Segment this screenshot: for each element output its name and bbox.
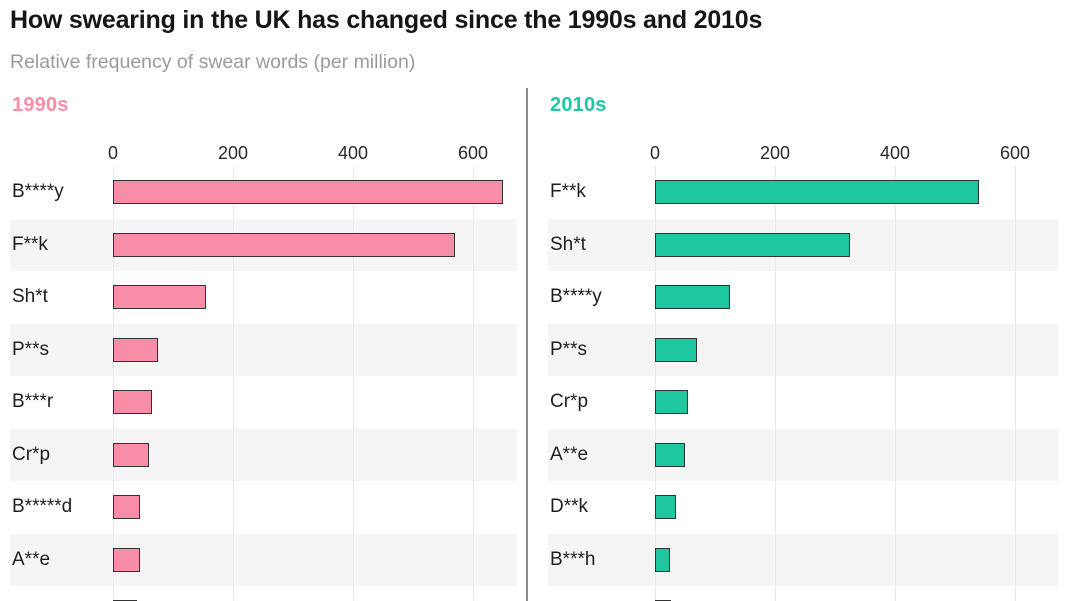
bar-D**k — [655, 495, 676, 520]
category-label: Cr*p — [12, 443, 51, 465]
gridline — [473, 166, 474, 601]
gridline — [1015, 166, 1016, 601]
bar-B****y — [113, 180, 503, 205]
panel-1990s: 1990s 0 200 400 600 B****y F**k Sh*t P**s B***r… — [10, 88, 517, 601]
bar-Sh*t — [113, 285, 206, 310]
x-axis-tick-label-1990s: 600 — [457, 143, 489, 163]
gridline — [775, 166, 776, 601]
bar-A**e — [113, 547, 140, 572]
bar-row: Sh*t — [10, 271, 517, 324]
panel-divider — [526, 88, 528, 601]
gridline — [233, 166, 234, 601]
bar-B***h — [655, 547, 670, 572]
category-label: A**e — [550, 443, 589, 465]
bar-row: P**s — [10, 323, 517, 376]
category-label: B***h — [550, 548, 596, 570]
bar-row: D**k — [548, 481, 1058, 534]
category-label: Cr*p — [550, 391, 589, 413]
category-label: Sh*t — [550, 233, 586, 255]
category-label: F**k — [12, 233, 48, 255]
bar-row: P**s — [548, 323, 1058, 376]
bar-Cr*p — [113, 442, 149, 467]
bar-row: B****y — [10, 166, 517, 219]
category-label: D**k — [550, 496, 589, 518]
bar-row: Sh*t — [548, 218, 1058, 271]
gridline — [113, 166, 114, 601]
bar-B***r — [113, 390, 152, 415]
category-label: B****y — [12, 181, 64, 203]
category-label: P**s — [12, 338, 49, 360]
panel-2010s: 2010s 0 200 400 600 F**k Sh*t B****y P**s Cr*p A… — [548, 88, 1058, 601]
category-label: A**e — [12, 548, 51, 570]
gridline — [353, 166, 354, 601]
gridline — [895, 166, 896, 601]
gridline — [655, 166, 656, 601]
bar-B*****d — [113, 495, 140, 520]
bar-row: A**e — [548, 428, 1058, 481]
chart-title: How swearing in the UK has changed since… — [10, 6, 763, 34]
bar-row: F**k — [548, 166, 1058, 219]
x-axis-tick-label-2010s: 200 — [759, 143, 791, 163]
panel-1990s-title: 1990s — [12, 94, 69, 116]
bar-P**s — [113, 337, 158, 362]
x-axis-tick-label-2010s: 600 — [999, 143, 1031, 163]
x-axis-tick-label-2010s: 400 — [879, 143, 911, 163]
bar-row: F**k — [10, 218, 517, 271]
x-axis-tick-label-2010s: 0 — [649, 143, 661, 163]
bar-row: B***h — [548, 533, 1058, 586]
x-axis-tick-label-1990s: 400 — [337, 143, 369, 163]
category-label: P**s — [550, 338, 587, 360]
chart-subtitle: Relative frequency of swear words (per m… — [10, 51, 416, 73]
category-label: Sh*t — [12, 286, 48, 308]
bar-row: A**e — [10, 533, 517, 586]
bar-P**s — [655, 337, 697, 362]
bar-Cr*p — [655, 390, 688, 415]
bar-row: B***r — [10, 376, 517, 429]
bar-row: B*****d — [10, 481, 517, 534]
bars-1990s: B****y F**k Sh*t P**s B***r Cr*p B*****d A**e — [10, 166, 517, 601]
bar-row — [10, 586, 517, 601]
bar-row: Cr*p — [10, 428, 517, 481]
bar-row: B****y — [548, 271, 1058, 324]
x-axis-tick-label-1990s: 200 — [217, 143, 249, 163]
bar-F**k — [113, 232, 455, 257]
category-label: B*****d — [12, 496, 73, 518]
x-axis-tick-label-1990s: 0 — [107, 143, 119, 163]
bar-row — [548, 586, 1058, 601]
category-label: B***r — [12, 391, 54, 413]
bars-2010s: F**k Sh*t B****y P**s Cr*p A**e D**k B***h — [548, 166, 1058, 601]
category-label: F**k — [550, 181, 586, 203]
bar-F**k — [655, 180, 979, 205]
bar-A**e — [655, 442, 685, 467]
bar-row: Cr*p — [548, 376, 1058, 429]
category-label: B****y — [550, 286, 602, 308]
panel-2010s-title: 2010s — [550, 94, 607, 116]
bar-B****y — [655, 285, 730, 310]
bar-Sh*t — [655, 232, 850, 257]
